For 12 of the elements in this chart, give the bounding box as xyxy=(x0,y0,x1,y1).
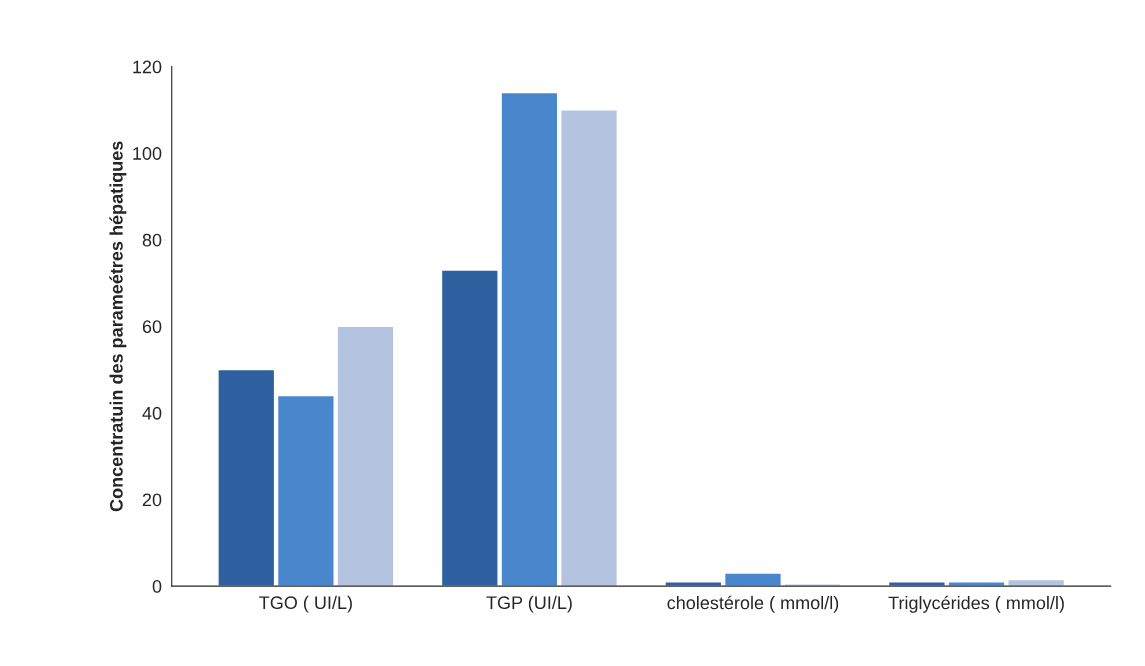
x-tick-label: Triglycérides ( mmol/l) xyxy=(888,595,1064,613)
y-axis-title: Concentratuin des parameétres hépatiques xyxy=(109,141,127,512)
y-tick-label: 120 xyxy=(133,60,162,74)
y-tick-label: 80 xyxy=(142,233,162,247)
x-tick-label: TGP (UI/L) xyxy=(486,595,572,613)
y-tick-label: 20 xyxy=(142,493,162,507)
y-tick-label: 40 xyxy=(142,406,162,420)
y-tick-label: 0 xyxy=(152,580,162,593)
x-tick-label: TGO ( UI/L) xyxy=(259,595,352,613)
y-tick-label: 100 xyxy=(133,147,162,160)
x-tick-label: cholestérole ( mmol/l) xyxy=(667,595,839,613)
y-tick-label: 60 xyxy=(142,320,162,334)
